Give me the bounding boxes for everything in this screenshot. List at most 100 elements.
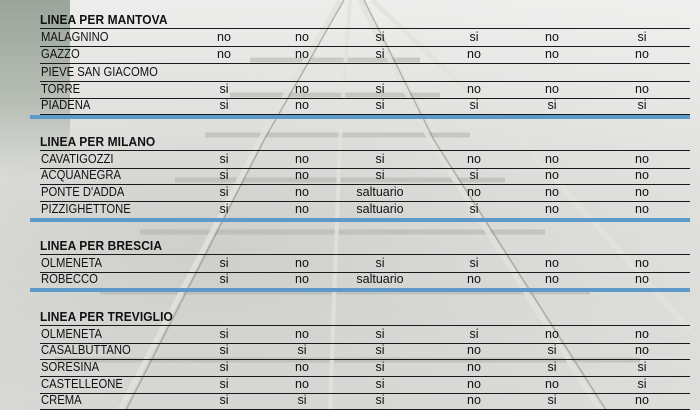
value-cell: no <box>295 256 309 270</box>
value-cell: no <box>545 152 559 166</box>
table-row: MALAGNINO no no si si no si <box>40 28 690 47</box>
value-cell: si <box>375 360 385 374</box>
table-row: PIEVE SAN GIACOMO <box>40 64 690 82</box>
value-cell: si <box>219 152 229 166</box>
station-name: ACQUANEGRA <box>41 168 122 182</box>
station-name: CASALBUTTANO <box>41 343 131 357</box>
value-cell: no <box>545 185 559 199</box>
section-divider <box>30 218 690 222</box>
value-cell: si <box>375 168 385 182</box>
value-cell: no <box>295 327 309 341</box>
value-cell: si <box>219 202 229 216</box>
value-cell: no <box>635 393 649 407</box>
value-cell: no <box>295 185 309 199</box>
station-name: SORESINA <box>41 360 100 374</box>
table-row: CREMA si si si no si no <box>40 392 690 410</box>
value-cell: no <box>635 185 649 199</box>
value-cell: no <box>635 272 649 286</box>
value-cell: si <box>375 393 385 407</box>
value-cell: no <box>295 47 309 61</box>
value-cell: saltuario <box>356 202 404 216</box>
value-cell: si <box>219 393 229 407</box>
value-cell: si <box>375 343 385 357</box>
table-row: OLMENETA si no si si no no <box>40 325 690 344</box>
value-cell: no <box>295 152 309 166</box>
value-cell: no <box>295 202 309 216</box>
station-name: OLMENETA <box>41 256 103 270</box>
station-name: CAVATIGOZZI <box>41 152 114 166</box>
value-cell: no <box>217 47 231 61</box>
value-cell: si <box>469 168 479 182</box>
value-cell: no <box>467 343 481 357</box>
value-cell: no <box>295 272 309 286</box>
value-cell: si <box>547 98 557 112</box>
value-cell: no <box>295 360 309 374</box>
table-row: PIZZIGHETTONE si no saltuario si no no <box>40 201 690 219</box>
value-cell: si <box>637 98 647 112</box>
value-cell: no <box>467 47 481 61</box>
value-cell: si <box>297 393 307 407</box>
value-cell: no <box>545 377 559 391</box>
table-row: SORESINA si no si no si si <box>40 359 690 377</box>
value-cell: si <box>375 98 385 112</box>
value-cell: no <box>467 360 481 374</box>
value-cell: si <box>469 202 479 216</box>
section-divider <box>30 115 690 119</box>
value-cell: no <box>467 82 481 96</box>
value-cell: no <box>467 393 481 407</box>
table-row: ACQUANEGRA si no si si no no <box>40 167 690 185</box>
value-cell: no <box>295 30 309 44</box>
value-cell: si <box>219 343 229 357</box>
value-cell: no <box>467 185 481 199</box>
value-cell: no <box>545 168 559 182</box>
value-cell: no <box>545 82 559 96</box>
table-row: CAVATIGOZZI si no si no no no <box>40 150 690 169</box>
value-cell: si <box>547 360 557 374</box>
value-cell: si <box>547 343 557 357</box>
value-cell: no <box>635 82 649 96</box>
value-cell: si <box>219 256 229 270</box>
value-cell: si <box>219 360 229 374</box>
value-cell: no <box>635 168 649 182</box>
table-row: OLMENETA si no si si no no <box>40 254 690 273</box>
value-cell: no <box>295 168 309 182</box>
station-name: CREMA <box>41 393 82 407</box>
section-divider <box>30 288 690 292</box>
value-cell: no <box>635 343 649 357</box>
value-cell: no <box>545 272 559 286</box>
value-cell: si <box>219 327 229 341</box>
value-cell: no <box>545 30 559 44</box>
value-cell: no <box>467 377 481 391</box>
value-cell: si <box>375 256 385 270</box>
table-row: CASTELLEONE si no si no no si <box>40 376 690 394</box>
value-cell: si <box>375 30 385 44</box>
station-name: CASTELLEONE <box>41 377 123 391</box>
value-cell: si <box>297 343 307 357</box>
section-title: LINEA PER TREVIGLIO <box>40 309 173 324</box>
value-cell: si <box>375 377 385 391</box>
value-cell: si <box>219 168 229 182</box>
value-cell: si <box>219 82 229 96</box>
station-name: PIZZIGHETTONE <box>41 202 131 216</box>
value-cell: no <box>545 202 559 216</box>
table-row: GAZZO no no si no no no <box>40 46 690 64</box>
value-cell: si <box>375 47 385 61</box>
value-cell: si <box>637 360 647 374</box>
station-name: PIEVE SAN GIACOMO <box>41 65 158 79</box>
value-cell: si <box>469 256 479 270</box>
value-cell: no <box>295 82 309 96</box>
value-cell: si <box>219 377 229 391</box>
section-title: LINEA PER MANTOVA <box>40 12 168 27</box>
value-cell: no <box>467 152 481 166</box>
station-name: GAZZO <box>41 47 80 61</box>
value-cell: no <box>545 256 559 270</box>
value-cell: si <box>637 377 647 391</box>
value-cell: si <box>469 327 479 341</box>
value-cell: si <box>469 30 479 44</box>
station-name: PIADENA <box>41 98 91 112</box>
value-cell: no <box>635 202 649 216</box>
section-title: LINEA PER BRESCIA <box>40 238 163 253</box>
station-name: PONTE D'ADDA <box>41 185 125 199</box>
value-cell: no <box>295 377 309 391</box>
